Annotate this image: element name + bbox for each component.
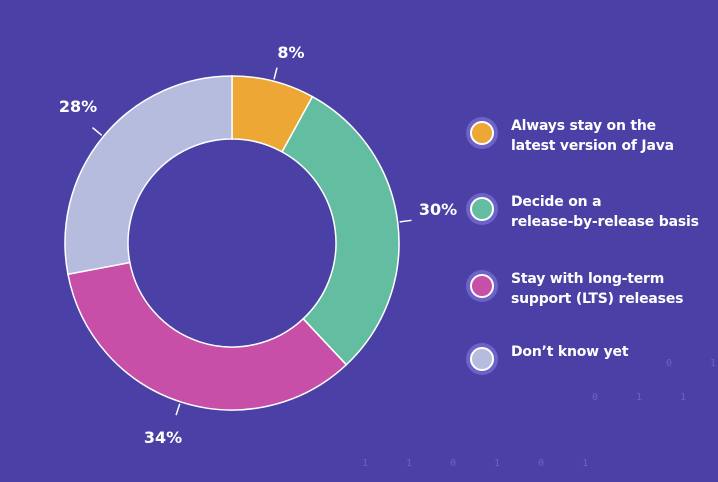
legend-item: Don’t know yet xyxy=(466,342,711,371)
legend-label: Don’t know yet xyxy=(511,344,629,360)
donut-slice xyxy=(281,95,400,366)
slice-percent-label: 28% xyxy=(59,97,97,116)
leader-line xyxy=(399,219,412,223)
slice-percent-label: 34% xyxy=(144,428,182,447)
leader-line xyxy=(175,403,181,416)
legend-item: Decide on a release-by-release basis xyxy=(466,192,711,232)
legend-swatch-icon xyxy=(470,197,494,221)
slice-percent-label: 30% xyxy=(419,200,457,219)
donut-slice xyxy=(64,75,233,276)
legend-swatch-icon xyxy=(470,347,494,371)
legend-swatch-icon xyxy=(470,121,494,145)
donut-slice xyxy=(67,261,348,411)
legend-label: Decide on a release-by-release basis xyxy=(511,194,699,230)
legend-label: Always stay on the latest version of Java xyxy=(511,118,674,154)
legend-label: Stay with long-term support (LTS) release… xyxy=(511,271,684,307)
slice-percent-label: 8% xyxy=(277,43,304,62)
leader-line xyxy=(273,67,278,80)
binary-decoration: 0 1 xyxy=(666,358,716,369)
legend-swatch-icon xyxy=(470,274,494,298)
legend-item: Always stay on the latest version of Java xyxy=(466,116,711,156)
donut-chart: 8% 30% 34% 28% xyxy=(59,43,457,447)
binary-decoration: 0 1 1 0 xyxy=(592,392,718,403)
binary-decoration: 1 1 0 1 0 1 xyxy=(362,458,605,469)
leader-line xyxy=(92,127,103,136)
legend-item: Stay with long-term support (LTS) release… xyxy=(466,269,711,309)
